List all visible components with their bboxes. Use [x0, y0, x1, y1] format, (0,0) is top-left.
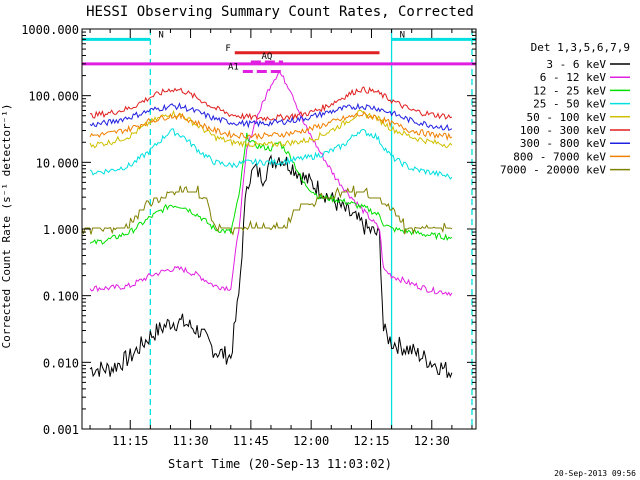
legend-title: Det 1,3,5,6,7,9: [531, 41, 630, 54]
series-1: [89, 70, 453, 297]
legend-label-6: 300 - 800 keV: [520, 137, 606, 150]
y-axis: 0.001 0.010 0.100 1.000 10.000 100.000 1000.00…: [21, 23, 476, 437]
series-line-0: [89, 154, 453, 379]
flag-label-1: N: [400, 30, 405, 40]
series-line-5: [89, 86, 453, 122]
plot-area: N N F AQ A1: [81, 28, 477, 430]
series-0: [89, 154, 453, 379]
legend-label-3: 25 - 50 keV: [533, 98, 606, 111]
x-tick-label-1: 11:30: [172, 434, 208, 448]
y-tick-label-6: 1000.000: [21, 23, 79, 37]
series-line-6: [89, 102, 453, 131]
series-line-4: [89, 109, 453, 149]
series-8: [81, 185, 453, 236]
series-line-1: [89, 70, 453, 297]
y-tick-label-0: 0.001: [43, 423, 79, 437]
legend-label-2: 12 - 25 keV: [533, 84, 606, 97]
y-tick-label-2: 0.100: [43, 290, 79, 304]
y-tick-label-4: 10.000: [36, 156, 79, 170]
flag-label-0: N: [158, 30, 163, 40]
timestamp: 20-Sep-2013 09:56: [554, 469, 636, 478]
x-tick-label-0: 11:15: [112, 434, 148, 448]
series-line-7: [89, 111, 453, 142]
series-line-3: [89, 128, 453, 180]
x-axis: 11:15 11:30 11:45 12:00 12:15 12:30: [89, 29, 473, 448]
series-4: [89, 109, 453, 149]
series-line-2: [89, 132, 453, 245]
series-5: [89, 86, 453, 122]
y-tick-label-3: 1.000: [43, 223, 79, 237]
x-tick-label-5: 12:30: [414, 434, 450, 448]
legend-label-0: 3 - 6 keV: [546, 58, 606, 71]
legend-label-4: 50 - 100 keV: [527, 111, 607, 124]
series-6: [89, 102, 453, 131]
legend-label-8: 7000 - 20000 keV: [500, 164, 606, 177]
legend-label-1: 6 - 12 keV: [540, 71, 607, 84]
x-axis-label: Start Time (20-Sep-13 11:03:02): [168, 457, 392, 471]
legend-label-7: 800 - 7000 keV: [513, 150, 606, 163]
flag-label-5: A1: [228, 63, 239, 73]
series-3: [89, 128, 453, 180]
chart-title: HESSI Observing Summary Count Rates, Cor…: [86, 4, 474, 20]
series-7: [89, 111, 453, 142]
y-tick-label-5: 100.000: [28, 90, 79, 104]
series-2: [89, 132, 453, 245]
x-tick-label-4: 12:15: [353, 434, 389, 448]
legend-label-5: 100 - 300 keV: [520, 124, 606, 137]
flag-label-3: AQ: [262, 52, 273, 62]
x-tick-label-3: 12:00: [293, 434, 329, 448]
flag-label-2: F: [225, 44, 230, 54]
y-axis-label: Corrected Count Rate (s⁻¹ detector⁻¹): [0, 103, 13, 348]
plot-frame: [81, 28, 477, 430]
series-line-8: [81, 185, 453, 236]
y-tick-label-1: 0.010: [43, 356, 79, 370]
x-tick-label-2: 11:45: [233, 434, 269, 448]
